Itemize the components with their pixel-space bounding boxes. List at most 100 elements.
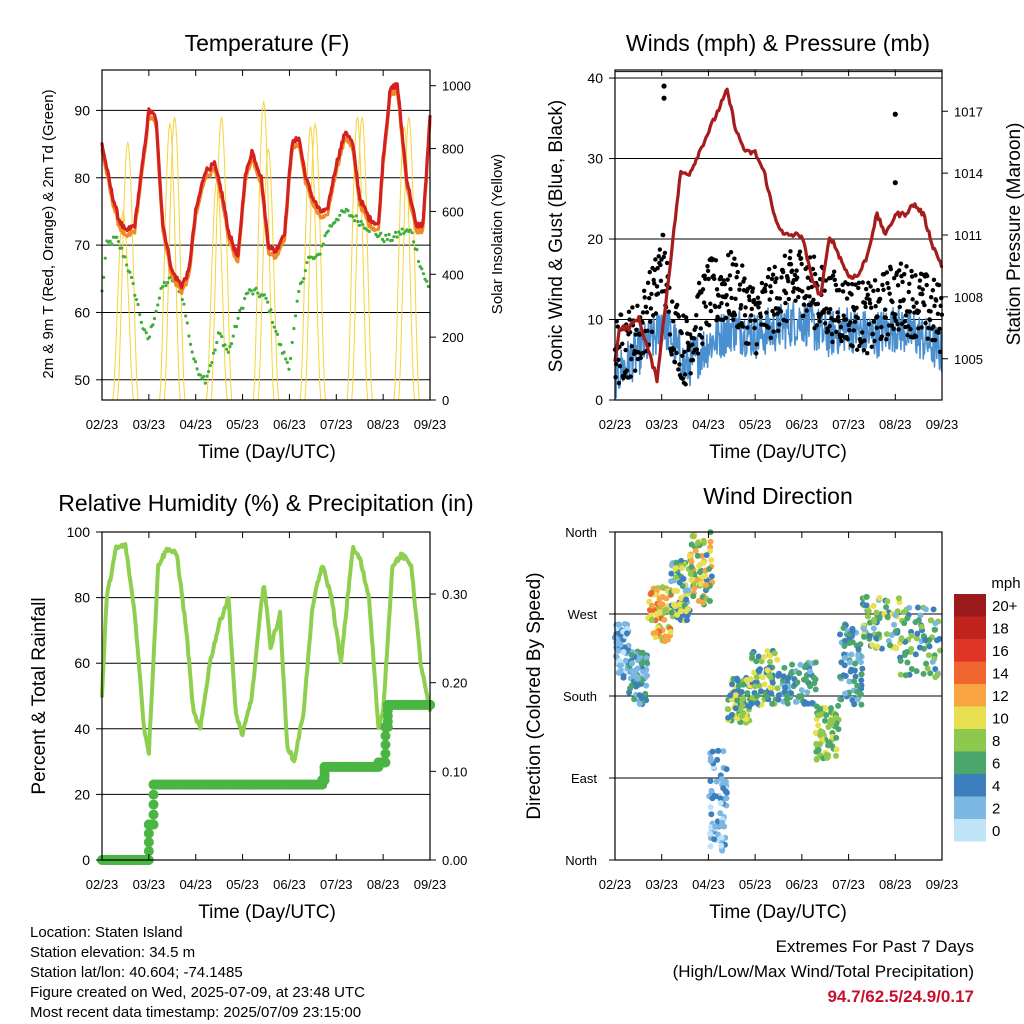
solar-line [117, 141, 139, 401]
direction-point [823, 752, 830, 759]
gust-point [772, 312, 777, 317]
extremes-subheading: (High/Low/Max Wind/Total Precipitation) [672, 962, 974, 981]
gust-point [671, 319, 676, 324]
legend-swatch [954, 819, 986, 842]
gust-point [805, 275, 811, 280]
gust-point [661, 232, 666, 238]
gust-point [691, 336, 697, 341]
gust-point [729, 295, 734, 301]
direction-point [637, 649, 644, 656]
direction-point [846, 678, 853, 685]
direction-point [804, 689, 811, 696]
gust-point [835, 310, 840, 315]
temperature-left-axis-label: 2m & 9m T (Red, Orange) & 2m Td (Green) [40, 89, 57, 378]
elevation-text: Station elevation: 34.5 m [30, 944, 196, 961]
gust-point [620, 341, 625, 346]
direction-point [883, 604, 890, 611]
direction-point [638, 694, 645, 701]
direction-point [692, 547, 699, 554]
gust-point [875, 314, 880, 319]
gust-point [775, 311, 780, 316]
precip-point [148, 799, 159, 810]
dewpoint-point [185, 321, 189, 325]
gust-point [803, 293, 809, 299]
dewpoint-point [285, 360, 289, 364]
direction-point [724, 706, 731, 713]
gust-point [638, 355, 643, 361]
gust-point [701, 300, 707, 305]
gust-point [814, 323, 820, 328]
direction-point [912, 651, 919, 658]
gust-point [812, 271, 818, 277]
x-tick-label: 03/23 [645, 877, 678, 892]
dewpoint-point [120, 246, 124, 250]
dewpoint-point [156, 303, 160, 307]
gust-point [693, 324, 698, 330]
gust-point [786, 279, 791, 284]
gust-point [823, 278, 828, 283]
gust-point [728, 249, 734, 255]
gust-point [622, 373, 627, 378]
gust-point [817, 319, 822, 324]
legend-label: 20+ [992, 598, 1018, 615]
precip-point [148, 789, 159, 800]
dewpoint-point [128, 270, 132, 274]
dewpoint-point [138, 312, 142, 317]
gust-point [752, 325, 757, 331]
direction-point [918, 623, 925, 630]
direction-point [626, 689, 633, 696]
gust-point [826, 310, 831, 315]
direction-point [689, 533, 696, 540]
gust-point [836, 319, 841, 324]
temperature-x-axis-label: Time (Day/UTC) [198, 442, 336, 463]
dewpoint-point [269, 308, 273, 312]
dewpoint-point [226, 350, 230, 354]
direction-point [826, 719, 833, 726]
direction-point [668, 609, 675, 616]
precip-point [148, 809, 159, 820]
solar-line [210, 116, 233, 401]
gust-point [618, 312, 624, 318]
x-tick-label: 05/23 [226, 877, 259, 892]
dewpoint-point [184, 314, 188, 318]
gust-point [847, 327, 852, 333]
dewpoint-point [190, 350, 194, 354]
gust-point [882, 307, 888, 312]
gust-point [848, 320, 853, 325]
direction-point [694, 552, 701, 559]
gust-point [641, 288, 647, 293]
direction-point [671, 587, 678, 594]
direction-point [648, 589, 655, 596]
gust-point [811, 297, 816, 303]
gust-point [902, 319, 908, 324]
gust-point [766, 325, 771, 330]
direction-point [757, 666, 764, 673]
x-tick-label: 08/23 [367, 417, 400, 432]
direction-point [663, 595, 670, 602]
gust-point [932, 337, 938, 343]
gust-point [674, 350, 679, 356]
dewpoint-point [116, 239, 120, 244]
direction-point [861, 633, 868, 640]
gust-point [676, 367, 681, 372]
direction-point [866, 632, 873, 639]
gust-point [680, 353, 685, 359]
dewpoint-point [357, 223, 362, 227]
gust-point [703, 276, 708, 282]
gust-point [648, 306, 654, 311]
direction-point [643, 659, 650, 666]
direction-tick-label: South [563, 689, 597, 704]
direction-point [687, 570, 694, 577]
gust-point [624, 368, 629, 373]
gust-point [616, 357, 621, 363]
y-tick-label: 40 [74, 721, 90, 737]
direction-point [851, 701, 858, 708]
gust-point [862, 338, 867, 343]
gust-point [662, 250, 668, 256]
gust-point [885, 332, 891, 337]
gust-point [700, 287, 706, 292]
direction-point [628, 667, 635, 674]
gust-point [936, 282, 942, 288]
direction-point [670, 601, 677, 608]
gust-point [749, 306, 754, 312]
